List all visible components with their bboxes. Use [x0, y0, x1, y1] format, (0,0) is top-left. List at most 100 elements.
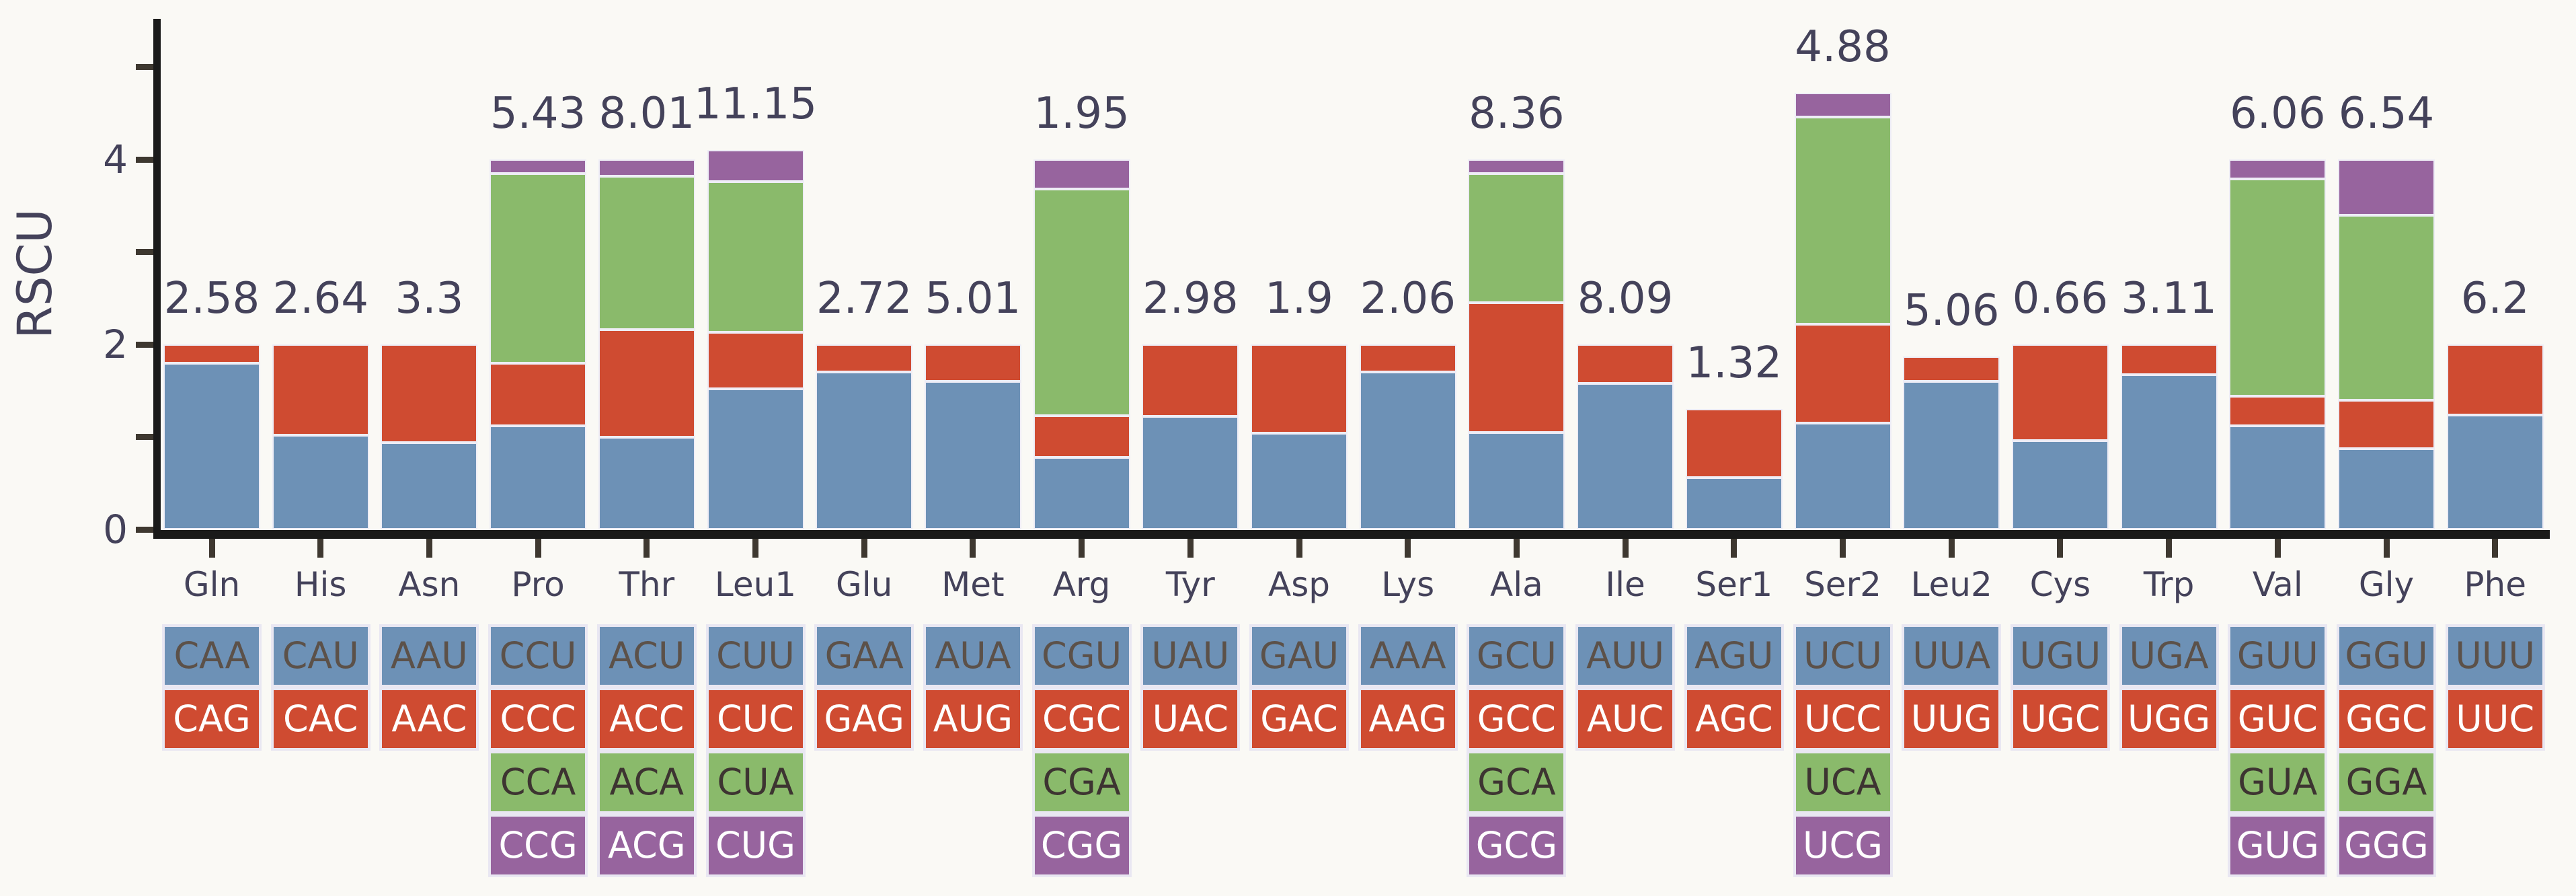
y-axis-tick — [136, 526, 153, 533]
bar-segment-ACA — [598, 176, 695, 330]
bar-segment-AAU — [381, 442, 478, 529]
codon-cell-CCU: CCU — [488, 624, 588, 687]
codon-cell-GGA: GGA — [2337, 751, 2436, 814]
bar-value-label: 1.9 — [1265, 274, 1333, 324]
x-axis-tick — [2492, 539, 2499, 558]
bar-segment-GUU — [2229, 426, 2327, 529]
codon-cell-UCA: UCA — [1793, 751, 1893, 814]
amino-acid-label: Leu1 — [714, 565, 797, 604]
codon-cell-CAC: CAC — [270, 687, 370, 751]
codon-cell-CGA: CGA — [1031, 751, 1132, 814]
bar-value-label: 2.72 — [816, 274, 912, 324]
codon-cell-CCA: CCA — [488, 751, 588, 814]
codon-cell-AUU: AUU — [1575, 624, 1676, 687]
codon-cell-UGU: UGU — [2010, 624, 2110, 687]
codon-cell-GCU: GCU — [1467, 624, 1567, 687]
bar-value-label: 8.36 — [1469, 89, 1565, 139]
bar-segment-AGC — [1685, 409, 1783, 478]
bar-segment-AAA — [1359, 372, 1456, 529]
amino-acid-label: Cys — [2029, 565, 2091, 604]
x-axis-tick — [2057, 539, 2064, 558]
bar-segment-GUA — [2229, 178, 2327, 396]
y-axis-spine — [153, 19, 161, 539]
x-axis-line — [153, 530, 2550, 539]
bar-segment-GUC — [2229, 396, 2327, 426]
codon-cell-AAC: AAC — [379, 687, 479, 751]
bar-segment-ACG — [598, 159, 695, 176]
codon-cell-GUU: GUU — [2228, 624, 2328, 687]
amino-acid-label: Asp — [1268, 565, 1330, 604]
codon-cell-UUU: UUU — [2445, 624, 2545, 687]
amino-acid-label: Thr — [619, 565, 675, 604]
bar-segment-UUG — [1903, 356, 2000, 381]
bar-value-label: 2.58 — [163, 274, 260, 324]
bar-value-label: 5.01 — [925, 274, 1021, 324]
bar-segment-ACC — [598, 330, 695, 437]
bar-segment-CCC — [490, 363, 587, 426]
codon-cell-AUA: AUA — [923, 624, 1023, 687]
codon-cell-CGG: CGG — [1031, 814, 1132, 877]
codon-cell-CAU: CAU — [270, 624, 370, 687]
codon-cell-UUA: UUA — [1902, 624, 2002, 687]
bar-segment-UCU — [1794, 422, 1891, 529]
x-axis-tick — [861, 539, 867, 558]
codon-cell-AGU: AGU — [1684, 624, 1784, 687]
amino-acid-label: Lys — [1381, 565, 1435, 604]
bar-segment-AUU — [1577, 383, 1674, 529]
codon-cell-GGG: GGG — [2337, 814, 2436, 877]
amino-acid-label: Asn — [398, 565, 461, 604]
bar-value-label: 2.64 — [272, 274, 368, 324]
bar-segment-AAG — [1359, 344, 1456, 373]
bar-segment-UGC — [2011, 344, 2109, 441]
x-axis-tick — [1296, 539, 1302, 558]
bar-segment-UGU — [2011, 441, 2109, 529]
bar-segment-CAC — [272, 344, 369, 435]
bar-segment-GCA — [1468, 173, 1565, 303]
codon-cell-UUG: UUG — [1902, 687, 2002, 751]
y-axis-tick-label: 4 — [103, 137, 128, 182]
x-axis-tick — [1622, 539, 1629, 558]
bar-segment-UGA — [2120, 375, 2218, 529]
x-axis-tick — [2166, 539, 2173, 558]
bar-segment-AUC — [1577, 344, 1674, 383]
codon-cell-CAA: CAA — [162, 624, 262, 687]
bar-value-label: 0.66 — [2012, 274, 2109, 324]
y-axis-tick — [136, 64, 153, 70]
amino-acid-label: Leu2 — [1910, 565, 1992, 604]
x-axis-tick — [970, 539, 976, 558]
bar-segment-CCG — [490, 159, 587, 174]
bar-segment-CUC — [707, 332, 804, 389]
codon-cell-GUC: GUC — [2228, 687, 2328, 751]
codon-cell-ACU: ACU — [596, 624, 697, 687]
amino-acid-label: Glu — [836, 565, 893, 604]
amino-acid-label: Arg — [1052, 565, 1111, 604]
bar-value-label: 3.3 — [395, 274, 464, 324]
bar-segment-UCA — [1794, 116, 1891, 324]
bar-value-label: 3.11 — [2121, 274, 2217, 324]
codon-cell-CGU: CGU — [1031, 624, 1132, 687]
bar-segment-AUA — [924, 381, 1021, 529]
codon-cell-CGC: CGC — [1031, 687, 1132, 751]
amino-acid-label: His — [294, 565, 347, 604]
bar-segment-AAC — [381, 344, 478, 443]
bar-value-label: 1.32 — [1686, 338, 1783, 389]
codon-cell-UCG: UCG — [1793, 814, 1893, 877]
x-axis-tick — [752, 539, 758, 558]
bar-segment-GGC — [2338, 400, 2435, 449]
amino-acid-label: Phe — [2464, 565, 2526, 604]
bar-segment-AGU — [1685, 478, 1783, 529]
bar-segment-UAU — [1142, 416, 1239, 529]
bar-value-label: 5.06 — [1903, 285, 2000, 336]
codon-cell-CUC: CUC — [705, 687, 806, 751]
bar-value-label: 4.88 — [1795, 22, 1891, 72]
amino-acid-label: Tyr — [1165, 565, 1215, 604]
bar-segment-GGG — [2338, 159, 2435, 215]
codon-cell-GAC: GAC — [1249, 687, 1349, 751]
codon-cell-CAG: CAG — [162, 687, 262, 751]
codon-cell-UAC: UAC — [1140, 687, 1241, 751]
codon-cell-UGC: UGC — [2010, 687, 2110, 751]
y-axis-tick-label: 2 — [103, 322, 128, 367]
bar-value-label: 6.54 — [2338, 89, 2435, 139]
codon-cell-ACA: ACA — [596, 751, 697, 814]
codon-cell-UCC: UCC — [1793, 687, 1893, 751]
